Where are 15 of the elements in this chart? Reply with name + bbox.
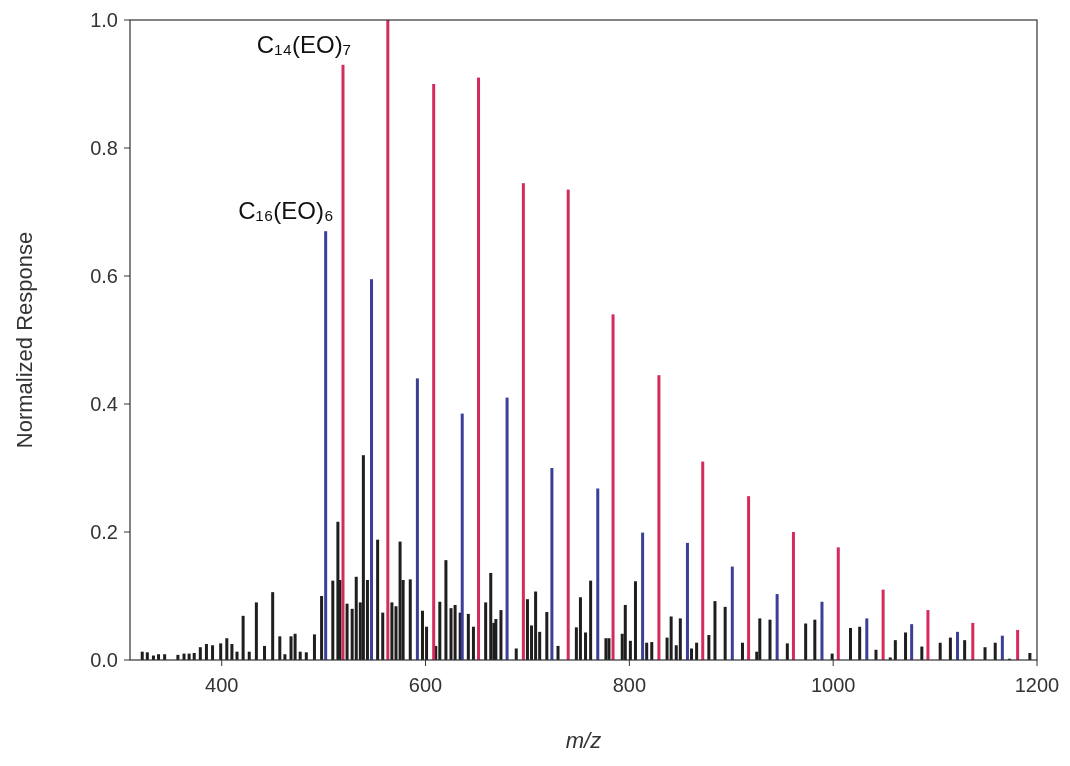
x-tick-label: 800 bbox=[612, 674, 647, 696]
y-tick-label: 0.4 bbox=[90, 393, 118, 415]
x-tick-label: 1200 bbox=[1014, 674, 1060, 696]
y-tick-label: 0.6 bbox=[90, 265, 118, 287]
y-tick-label: 0.8 bbox=[90, 137, 118, 159]
x-tick-label: 400 bbox=[205, 674, 239, 696]
x-tick-label: 600 bbox=[408, 674, 443, 696]
x-tick-label: 1000 bbox=[810, 674, 856, 696]
annotation: C₁₄(EO)₇ bbox=[256, 30, 351, 58]
y-axis-title: Normalized Response bbox=[12, 231, 37, 449]
annotation: C₁₆(EO)₆ bbox=[238, 197, 334, 225]
y-tick-label: 0.0 bbox=[90, 649, 118, 671]
y-tick-label: 0.2 bbox=[90, 521, 118, 543]
y-tick-label: 1.0 bbox=[90, 9, 118, 31]
x-axis-title: m/z bbox=[565, 728, 602, 753]
